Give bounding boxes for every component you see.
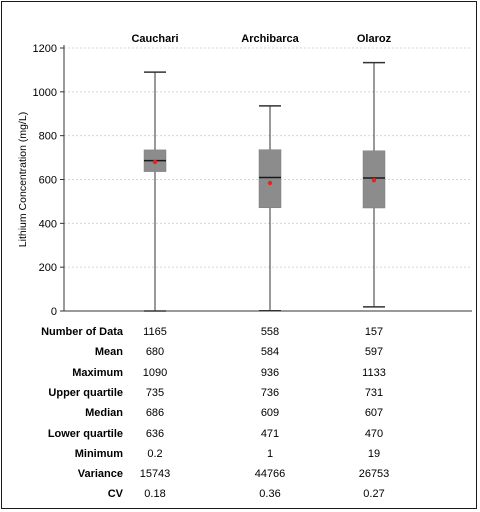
iqr-box: [258, 149, 282, 209]
y-axis-label: Lithium Concentration (mg/L): [17, 112, 29, 247]
y-tick-label: 600: [39, 175, 57, 187]
y-tick-label: 200: [39, 262, 57, 274]
category-label: Olaroz: [357, 33, 392, 45]
table-cell: 1090: [142, 366, 168, 379]
y-tick-label: 800: [39, 131, 57, 143]
table-cell: 26753: [358, 468, 390, 481]
table-cell: 0.36: [259, 488, 281, 501]
table-cell: 607: [364, 407, 384, 420]
table-cell: 1165: [143, 326, 167, 338]
row-label: Variance: [77, 468, 123, 481]
table-cell: 609: [260, 407, 280, 420]
table-cell: 735: [145, 386, 165, 399]
table-row: Upper quartile 735 736 731: [2, 387, 478, 407]
row-label: Mean: [94, 346, 123, 359]
table-row: Variance 15743 44766 26753: [2, 468, 478, 488]
table-cell: 936: [260, 366, 280, 379]
table-cell: 157: [364, 326, 384, 338]
table-cell: 584: [260, 346, 280, 359]
table-cell: 731: [364, 386, 384, 399]
row-label: CV: [107, 488, 123, 501]
table-cell: 736: [260, 386, 280, 399]
table-row: Number of Data 1165 558 157: [2, 326, 478, 346]
row-label: Maximum: [72, 366, 123, 379]
mean-marker: [152, 159, 158, 165]
table-row: Minimum 0.2 1 19: [2, 448, 478, 468]
table-cell: 15743: [139, 468, 171, 481]
table-row: Lower quartile 636 471 470: [2, 428, 478, 448]
table-row: Median 686 609 607: [2, 407, 478, 427]
table-row: CV 0.18 0.36 0.27: [2, 488, 478, 508]
table-cell: 0.2: [147, 447, 163, 460]
y-tick-label: 0: [51, 306, 57, 318]
table-cell: 44766: [254, 468, 286, 481]
table-cell: 636: [145, 427, 165, 440]
table-cell: 0.18: [144, 488, 166, 501]
table-cell: 0.27: [363, 488, 385, 501]
row-label: Lower quartile: [47, 427, 123, 440]
y-tick-label: 1200: [33, 43, 57, 55]
table-row: Mean 680 584 597: [2, 346, 478, 366]
category-label: Cauchari: [131, 33, 178, 45]
row-label: Upper quartile: [48, 386, 123, 399]
box-plot-chart: 0 200 400 600 800 1000 1200 Lithium Concentrati…: [17, 33, 472, 318]
table-cell: 680: [145, 346, 165, 359]
table-cell: 686: [145, 407, 165, 420]
category-label: Archibarca: [241, 33, 299, 45]
y-tick-label: 400: [39, 218, 57, 230]
row-label: Minimum: [74, 447, 123, 460]
table-cell: 471: [260, 427, 280, 440]
y-tick-label: 1000: [33, 87, 57, 99]
row-label: Number of Data: [41, 326, 123, 338]
table-cell: 558: [260, 326, 280, 338]
table-cell: 597: [364, 346, 384, 359]
table-cell: 19: [367, 447, 381, 460]
table-row: Maximum 1090 936 1133: [2, 367, 478, 387]
table-cell: 1133: [362, 366, 386, 379]
mean-marker: [371, 177, 377, 183]
row-label: Median: [85, 407, 123, 420]
mean-marker: [267, 180, 273, 186]
table-cell: 1: [266, 447, 274, 460]
table-cell: 470: [364, 427, 384, 440]
